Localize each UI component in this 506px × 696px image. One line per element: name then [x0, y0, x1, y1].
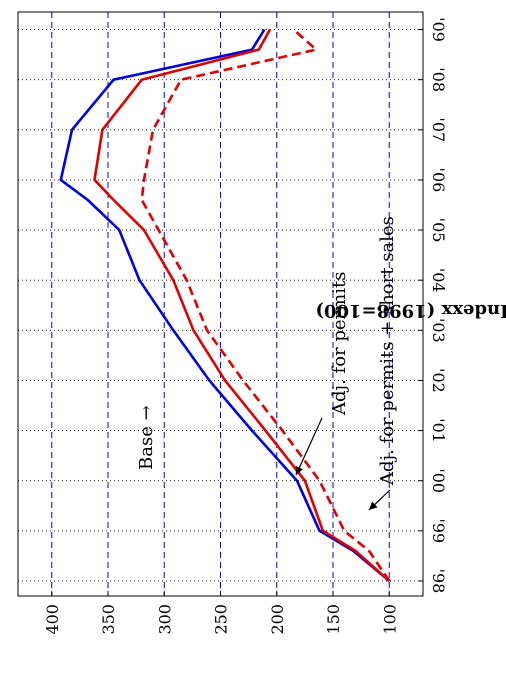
y-tick-100: 100	[380, 604, 399, 635]
x-tick-2004: '04	[429, 268, 448, 293]
x-tick-label: '07	[429, 117, 448, 142]
annotation-base: Base →	[136, 405, 157, 470]
y-tick-label: 350	[99, 604, 118, 635]
grid	[18, 12, 423, 596]
y-tick-300: 300	[155, 604, 174, 635]
x-tick-label: '02	[429, 368, 448, 393]
x-tick-label: '09	[429, 17, 448, 42]
x-tick-label: '00	[429, 468, 448, 493]
x-tick-2002: '02	[429, 368, 448, 393]
x-tick-2001: '01	[429, 418, 448, 443]
x-tick-1998: '98	[429, 569, 448, 594]
x-tick-label: '06	[429, 168, 448, 193]
y-tick-250: 250	[212, 604, 231, 635]
annotation-base-text: Base →	[136, 405, 157, 470]
y-tick-label: 400	[43, 604, 62, 635]
x-tick-1999: '99	[429, 518, 448, 543]
x-tick-2005: '05	[429, 218, 448, 243]
y-tick-label: 100	[380, 604, 399, 635]
annotation-permits: Adj. for permits	[329, 272, 350, 416]
y-axis-label: Repeat Sales Indexx (1998=100)	[315, 300, 506, 321]
y-axis-label-text: Repeat Sales Indexx (1998=100)	[315, 300, 506, 321]
series-line-permits	[93, 28, 391, 582]
y-tick-400: 400	[43, 604, 62, 635]
y-tick-label: 150	[324, 604, 343, 635]
y-tick-label: 250	[212, 604, 231, 635]
y-tick-200: 200	[268, 604, 287, 635]
x-tick-label: '08	[429, 67, 448, 92]
y-tick-label: 300	[155, 604, 174, 635]
y-tick-350: 350	[99, 604, 118, 635]
annotation-permits-text: Adj. for permits	[329, 272, 350, 416]
x-tick-2007: '07	[429, 117, 448, 142]
annotation-arrows	[295, 417, 391, 511]
annotation-permits-short: Adj. for permits + short sales	[377, 216, 398, 486]
annotation-permits-short-text: Adj. for permits + short sales	[377, 216, 398, 486]
x-tick-2006: '06	[429, 168, 448, 193]
x-tick-2000: '00	[429, 468, 448, 493]
x-tick-label: '03	[429, 318, 448, 343]
x-tick-label: '99	[429, 518, 448, 543]
x-tick-label: '05	[429, 218, 448, 243]
permits-arrow-shaft	[295, 417, 323, 476]
permits-short-arrow-head	[369, 501, 378, 510]
y-tick-label: 200	[268, 604, 287, 635]
x-tick-label: '01	[429, 418, 448, 443]
series-line-base	[59, 28, 391, 582]
x-tick-label: '98	[429, 569, 448, 594]
y-tick-labels: 100 150 200 250 300 350 400	[43, 591, 399, 635]
permits-arrow-head	[295, 466, 303, 475]
x-tick-label: '04	[429, 268, 448, 293]
series-line-permits_short	[140, 28, 391, 582]
x-tick-2008: '08	[429, 67, 448, 92]
y-tick-150: 150	[324, 604, 343, 635]
x-tick-2009: '09	[429, 17, 448, 42]
x-tick-2003: '03	[429, 318, 448, 343]
series-lines	[59, 28, 391, 582]
x-tick-labels: '98 '99 '00 '01 '02 '03 '04 '05 '06 '07 '08 '09	[429, 17, 448, 593]
